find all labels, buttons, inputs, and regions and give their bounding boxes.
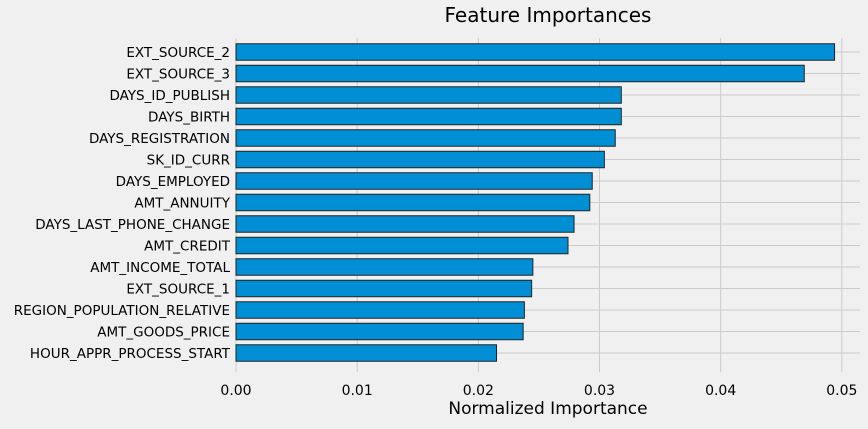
category-label: HOUR_APPR_PROCESS_START bbox=[30, 346, 231, 362]
x-tick-label: 0.03 bbox=[584, 383, 615, 399]
category-label: DAYS_LAST_PHONE_CHANGE bbox=[35, 217, 230, 233]
bar-sk-id-curr bbox=[235, 150, 605, 169]
bar-days-employed bbox=[235, 172, 593, 190]
category-label: SK_ID_CURR bbox=[147, 153, 230, 169]
category-label: AMT_CREDIT bbox=[144, 239, 231, 255]
chart-title: Feature Importances bbox=[445, 3, 652, 27]
bar-amt-annuity bbox=[235, 193, 591, 212]
category-label: EXT_SOURCE_2 bbox=[126, 45, 230, 61]
x-tick-label: 0.00 bbox=[220, 383, 251, 399]
bar-hour-appr-process-start bbox=[235, 344, 498, 362]
category-labels: EXT_SOURCE_2 EXT_SOURCE_3 DAYS_ID_PUBLISH D… bbox=[14, 45, 231, 362]
x-tick-label: 0.04 bbox=[705, 383, 736, 399]
bar-amt-income-total bbox=[235, 258, 534, 276]
bars bbox=[235, 43, 836, 362]
bar-region-population-relative bbox=[235, 301, 525, 319]
bar-days-registration bbox=[235, 129, 616, 147]
x-axis-label: Normalized Importance bbox=[448, 399, 647, 419]
bar-ext-source-1 bbox=[235, 279, 533, 298]
x-tick-label: 0.05 bbox=[826, 383, 857, 399]
category-label: DAYS_REGISTRATION bbox=[89, 131, 230, 147]
bar-amt-goods-price bbox=[235, 322, 524, 341]
category-label: AMT_GOODS_PRICE bbox=[97, 325, 230, 341]
bar-days-id-publish bbox=[235, 86, 622, 104]
category-label: DAYS_BIRTH bbox=[148, 110, 230, 126]
bar-days-birth bbox=[235, 107, 622, 126]
x-tick-label: 0.02 bbox=[463, 383, 494, 399]
bar-days-last-phone-change bbox=[235, 215, 575, 233]
category-label: EXT_SOURCE_1 bbox=[126, 282, 230, 298]
category-label: AMT_ANNUITY bbox=[134, 196, 230, 212]
category-label: AMT_INCOME_TOTAL bbox=[90, 260, 230, 276]
bar-ext-source-2 bbox=[235, 43, 836, 61]
x-tick-labels: 0.00 0.01 0.02 0.03 0.04 0.05 bbox=[220, 383, 857, 399]
x-tick-label: 0.01 bbox=[342, 383, 373, 399]
bar-ext-source-3 bbox=[235, 64, 805, 83]
category-label: DAYS_EMPLOYED bbox=[116, 174, 230, 190]
bar-amt-credit bbox=[235, 236, 569, 255]
category-label: EXT_SOURCE_3 bbox=[126, 67, 230, 83]
category-label: DAYS_ID_PUBLISH bbox=[109, 88, 230, 104]
category-label: REGION_POPULATION_RELATIVE bbox=[14, 303, 230, 319]
